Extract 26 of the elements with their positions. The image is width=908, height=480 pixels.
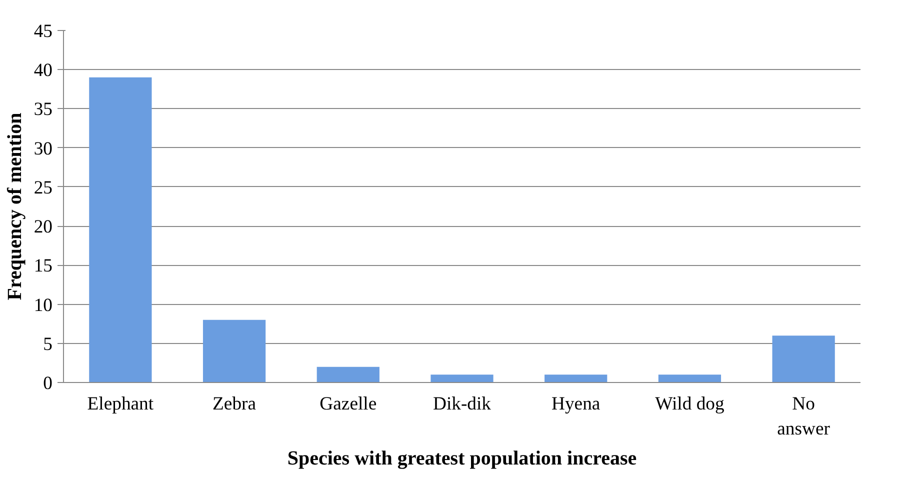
bar bbox=[658, 374, 722, 382]
bar bbox=[202, 320, 266, 382]
bar bbox=[544, 374, 608, 382]
y-tick-label: 40 bbox=[34, 60, 52, 82]
x-axis-title: Species with greatest population increase bbox=[287, 448, 637, 470]
y-tick-label: 15 bbox=[34, 256, 52, 277]
y-tick-label: 45 bbox=[34, 21, 52, 42]
y-tick-label: 20 bbox=[34, 216, 52, 238]
y-axis-title: Frequency of mention bbox=[4, 112, 26, 300]
bar bbox=[430, 374, 494, 382]
x-tick-label: Elephant bbox=[87, 394, 154, 414]
bar bbox=[316, 366, 380, 382]
x-tick-label: Zebra bbox=[212, 394, 257, 414]
x-tick-label: Dik-dik bbox=[432, 394, 492, 414]
x-tick-label: Gazelle bbox=[320, 394, 377, 414]
x-tick-label: Hyena bbox=[552, 394, 601, 414]
x-tick-label: Wild dog bbox=[655, 394, 724, 414]
y-tick-label: 25 bbox=[34, 177, 52, 198]
y-tick-label: 10 bbox=[34, 294, 52, 316]
y-tick-label: 5 bbox=[43, 334, 52, 355]
x-tick-label: No answer bbox=[777, 394, 831, 440]
bar bbox=[772, 336, 835, 382]
y-tick-label: 30 bbox=[34, 138, 52, 160]
y-tick-label: 0 bbox=[43, 373, 52, 394]
bar bbox=[89, 77, 152, 382]
y-tick-label: 35 bbox=[34, 99, 52, 120]
